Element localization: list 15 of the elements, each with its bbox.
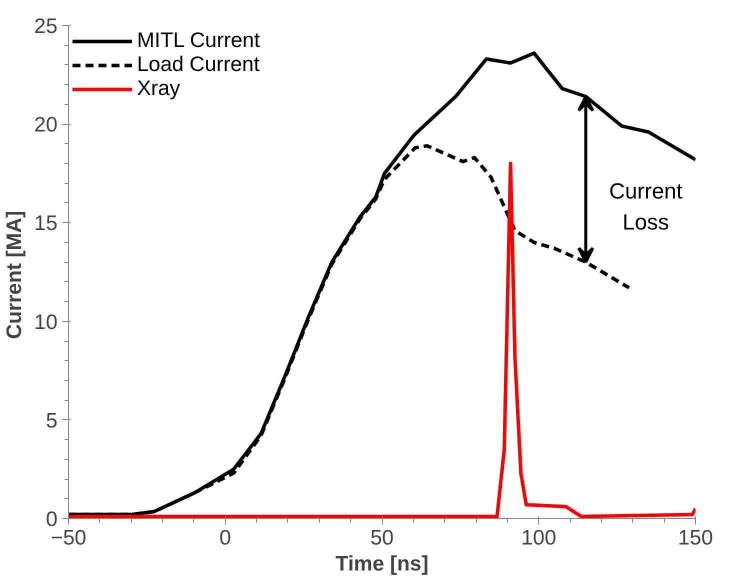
y-axis-title: Current [MA] [3,210,26,340]
legend-label: MITL Current [137,29,260,53]
legend-label: Xray [137,77,180,101]
x-tick-label: 50 [370,526,394,550]
x-tick-label: 0 [219,526,232,550]
y-tick-label: 15 [34,212,58,236]
x-tick-label: 100 [521,526,556,550]
y-tick-label: 25 [34,15,58,38]
annotation: Current Loss [609,178,682,235]
x-axis-title: Time [ns] [336,552,428,576]
y-tick-label: 5 [46,409,58,432]
legend-label: Load Current [137,53,260,77]
y-tick-label: 20 [34,114,58,137]
x-tick-label: 150 [678,526,714,550]
y-tick-label: 10 [34,310,58,334]
